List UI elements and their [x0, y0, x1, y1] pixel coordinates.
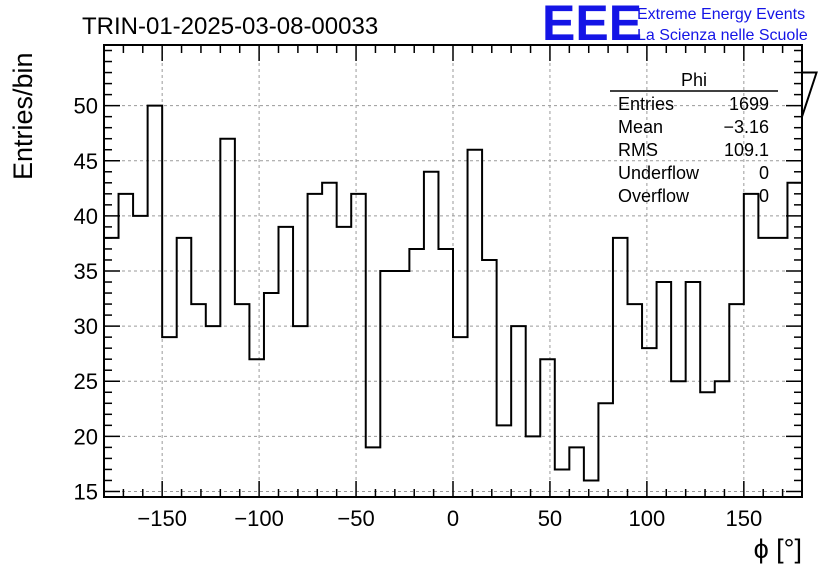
histogram-bin — [511, 326, 526, 497]
y-tick-label: 20 — [74, 424, 98, 449]
stats-label: Overflow — [618, 186, 690, 206]
stats-value: 109.1 — [724, 140, 769, 160]
eee-logo-mark: EEE — [542, 0, 642, 51]
histogram-bin — [686, 282, 701, 497]
histogram-bin — [206, 326, 221, 497]
histogram-bin — [366, 447, 381, 497]
chart-title: TRIN-01-2025-03-08-00033 — [82, 13, 378, 40]
y-axis-title: Entries/bin — [8, 52, 38, 180]
histogram-bin — [438, 249, 453, 497]
histogram-bin — [482, 260, 497, 497]
histogram-bin — [497, 425, 512, 497]
stats-label: Mean — [618, 117, 663, 137]
x-axis-title: ϕ [°] — [754, 534, 802, 564]
histogram-bin — [729, 304, 744, 497]
histogram-bin — [657, 282, 672, 497]
stats-title: Phi — [681, 70, 707, 90]
y-tick-label: 15 — [74, 479, 98, 504]
histogram-bin — [148, 106, 163, 497]
histogram-bin — [555, 469, 570, 497]
x-tick-label: −150 — [137, 506, 187, 531]
histogram-bin — [700, 392, 715, 497]
histogram-bin — [177, 238, 192, 497]
stats-value: 0 — [759, 186, 769, 206]
histogram-bin — [395, 271, 410, 497]
eee-logo-line1: Extreme Energy Events — [637, 6, 805, 23]
stats-box: Phi Entries 1699 Mean −3.16 RMS 109.1 Underflow… — [610, 70, 778, 206]
x-tick-label: 0 — [447, 506, 459, 531]
x-tick-label: 100 — [629, 506, 666, 531]
stats-label: Entries — [618, 94, 674, 114]
histogram-bin — [642, 348, 657, 497]
histogram-bin — [409, 249, 424, 497]
histogram-bin — [337, 227, 352, 497]
stats-value: −3.16 — [723, 117, 769, 137]
histogram-bin — [293, 326, 308, 497]
stats-label: Underflow — [618, 163, 700, 183]
histogram-series — [104, 71, 818, 497]
histogram-bin — [322, 183, 337, 497]
histogram-bin — [424, 172, 439, 497]
tick-labels: −150 −100 −50 0 50 100 150 15 20 25 30 35 40 45 50 — [74, 94, 763, 531]
histogram-bin — [715, 381, 730, 497]
histogram-bin — [628, 304, 643, 497]
y-tick-label: 25 — [74, 369, 98, 394]
histogram-bin — [220, 139, 235, 497]
histogram-bin — [540, 359, 555, 497]
histogram-bin — [235, 304, 250, 497]
y-tick-label: 40 — [74, 204, 98, 229]
histogram-bin — [249, 359, 264, 497]
histogram-bin — [279, 227, 294, 497]
histogram-bin — [526, 436, 541, 497]
histogram-bin — [191, 304, 206, 497]
histogram-bin — [453, 337, 468, 497]
histogram-bin — [119, 194, 134, 497]
axis-ticks — [103, 45, 803, 497]
histogram-bin — [308, 194, 323, 497]
histogram-bin — [773, 238, 788, 497]
y-tick-label: 30 — [74, 314, 98, 339]
histogram-bin — [613, 238, 628, 497]
x-tick-label: −50 — [337, 506, 374, 531]
x-tick-label: 50 — [538, 506, 562, 531]
histogram-bin — [133, 216, 148, 497]
y-tick-label: 35 — [74, 259, 98, 284]
histogram-bin — [351, 194, 366, 497]
stats-label: RMS — [618, 140, 658, 160]
stats-value: 1699 — [729, 94, 769, 114]
x-tick-label: −100 — [234, 506, 284, 531]
histogram-step-line — [104, 71, 818, 482]
histogram-bin — [598, 403, 613, 497]
stats-value: 0 — [759, 163, 769, 183]
histogram-bin — [468, 150, 483, 497]
histogram-bin — [671, 381, 686, 497]
histogram-bin — [787, 183, 802, 497]
histogram-bin — [744, 194, 759, 497]
histogram-bin — [569, 447, 584, 497]
histogram-bin — [758, 238, 773, 497]
y-tick-label: 45 — [74, 149, 98, 174]
eee-logo: EEE Extreme Energy Events La Scienza nel… — [542, 0, 808, 51]
y-tick-label: 50 — [74, 94, 98, 119]
x-tick-label: 150 — [725, 506, 762, 531]
histogram-bin — [380, 271, 395, 497]
histogram-bin — [264, 293, 279, 497]
histogram-bin — [584, 480, 599, 497]
histogram-bin — [162, 337, 177, 497]
eee-logo-line2: La Scienza nelle Scuole — [637, 27, 808, 44]
